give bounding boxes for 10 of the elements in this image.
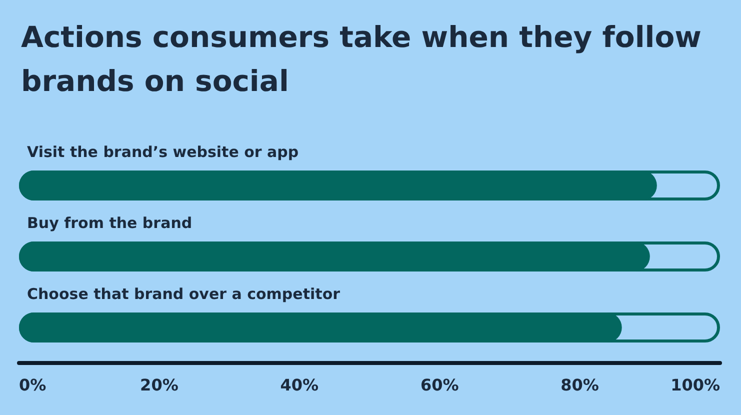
x-tick-label: 60% <box>420 376 459 394</box>
x-tick-label: 0% <box>19 376 46 394</box>
chart-title: Actions consumers take when they follow brands on social <box>21 20 712 98</box>
y-tick-label: Visit the brand’s website or app <box>27 143 299 161</box>
x-tick-label: 40% <box>280 376 319 394</box>
y-tick-label: Buy from the brand <box>27 214 192 232</box>
x-tick-label: 100% <box>670 376 720 394</box>
x-tick-label: 20% <box>140 376 178 394</box>
x-tick-label: 80% <box>560 376 599 394</box>
y-tick-label: Choose that brand over a competitor <box>27 285 341 303</box>
